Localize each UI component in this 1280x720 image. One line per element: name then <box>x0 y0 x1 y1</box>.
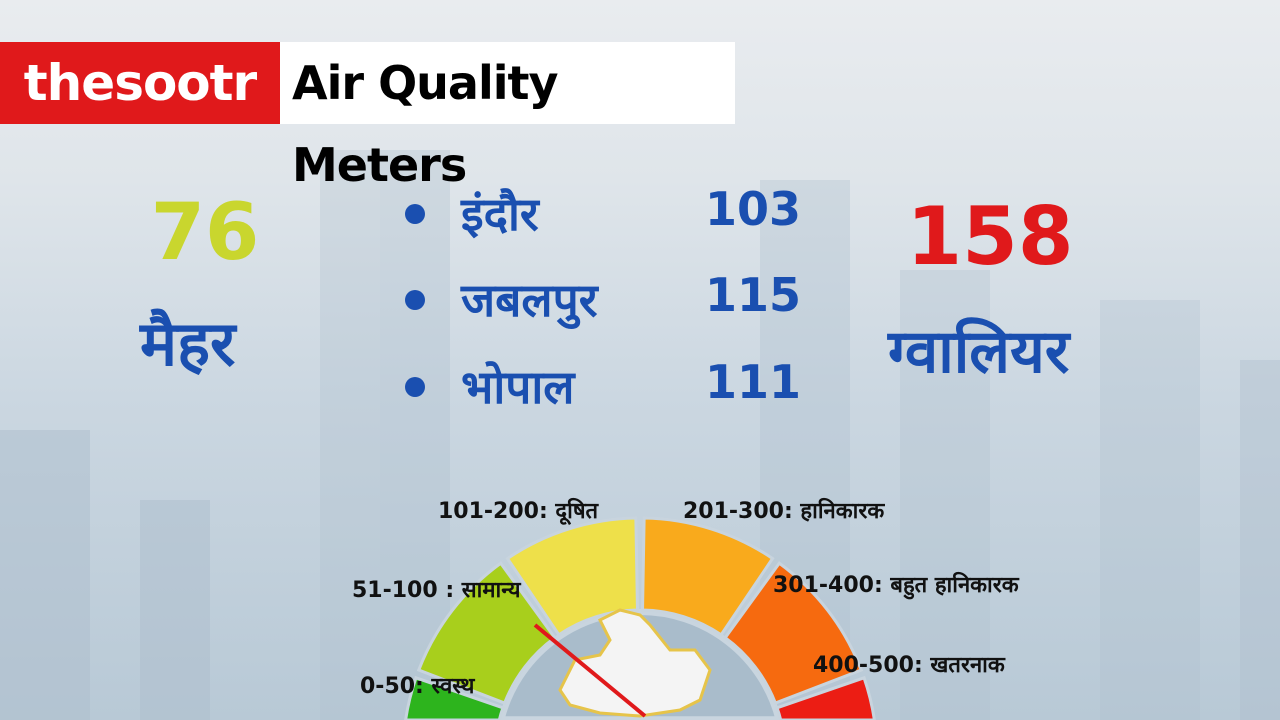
gauge-segment <box>404 675 505 720</box>
gauge-label-healthy: 0-50: स्वस्थ <box>360 674 475 699</box>
gauge-needle <box>533 623 647 718</box>
gauge-segment <box>416 561 557 705</box>
bullet-icon <box>405 204 425 224</box>
gauge-segment <box>641 516 775 637</box>
right-city-name: ग्वालियर <box>888 317 1070 387</box>
city-aqi: 111 <box>705 355 802 409</box>
city-name: जबलपुर <box>461 273 598 327</box>
gauge-segment <box>723 561 864 705</box>
right-city-aqi: 158 <box>906 190 1074 283</box>
gauge-label-dangerous: 400-500: खतरनाक <box>813 653 1005 678</box>
page-title: Air Quality Meters <box>280 42 735 192</box>
gauge-label-polluted: 101-200: दूषित <box>438 499 599 524</box>
gauge-label-harmful: 201-300: हानिकारक <box>683 499 885 524</box>
brand-logo: thesootr <box>0 42 280 124</box>
city-aqi: 115 <box>705 268 802 322</box>
bullet-icon <box>405 377 425 397</box>
gauge-label-normal: 51-100 : सामान्य <box>352 578 521 603</box>
city-aqi: 103 <box>705 182 802 236</box>
bullet-icon <box>405 290 425 310</box>
city-name: इंदौर <box>461 187 539 241</box>
gauge-segment <box>775 675 876 720</box>
city-name: भोपाल <box>461 360 575 414</box>
gauge-segment <box>505 516 639 637</box>
gauge-label-very-harmful: 301-400: बहुत हानिकारक <box>773 573 1019 598</box>
state-map-icon <box>558 608 712 718</box>
left-city-aqi: 76 <box>150 188 260 278</box>
left-city-name: मैहर <box>140 307 236 380</box>
